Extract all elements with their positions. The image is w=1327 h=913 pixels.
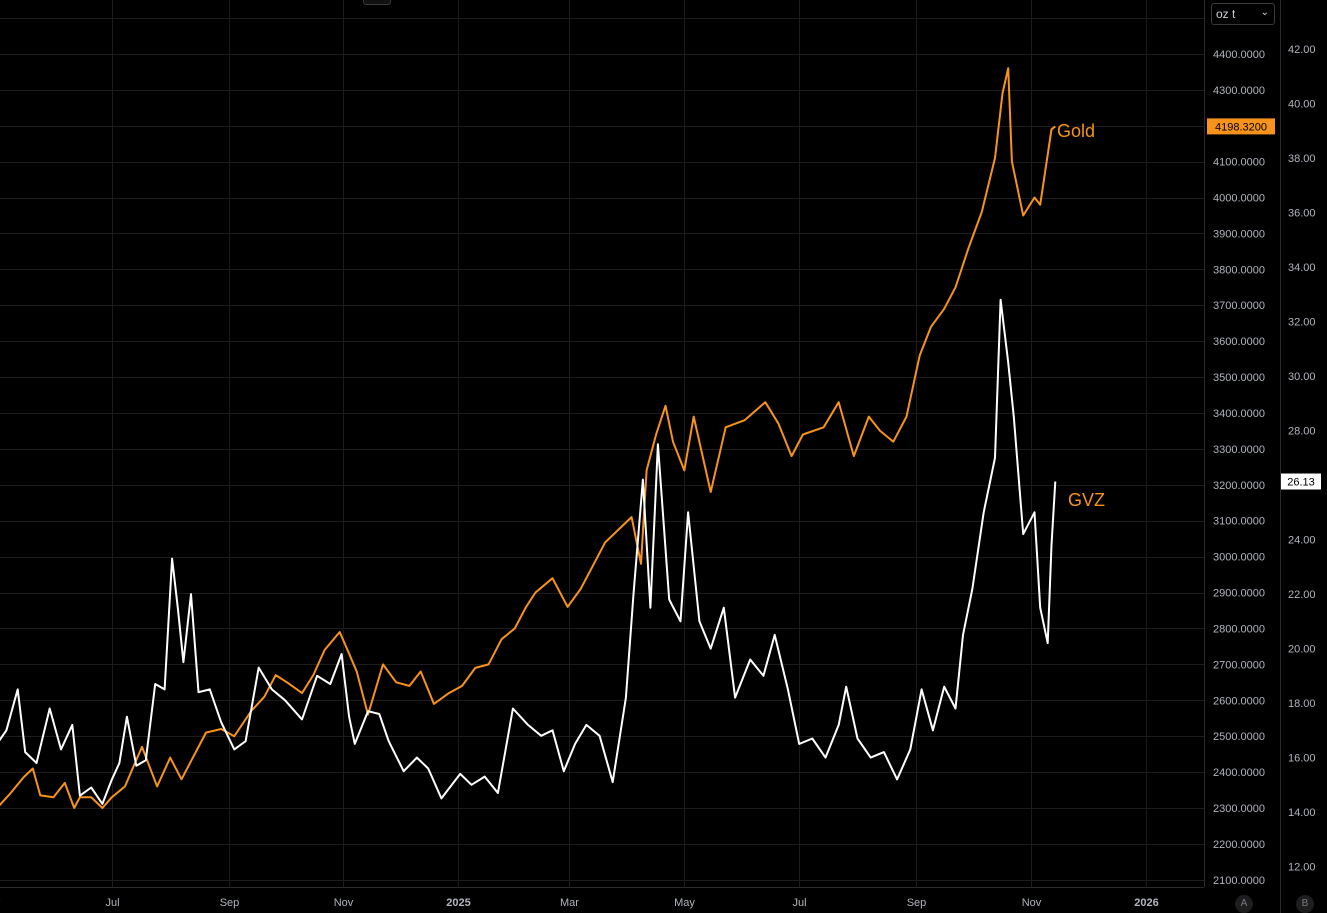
right-axis-tick-label: 24.00: [1288, 535, 1316, 547]
left-axis-tick-label: 3900.0000: [1213, 228, 1265, 240]
left-axis-tick-label: 3300.0000: [1213, 444, 1265, 456]
left-axis-tick-label: 4400.0000: [1213, 49, 1265, 61]
left-axis-tick-label: 2700.0000: [1213, 659, 1265, 671]
time-tick-label: Nov: [1022, 897, 1042, 909]
left-price-axis[interactable]: 2100.0000 2200.0000 2300.0000 2400.0000 2500…: [1213, 13, 1265, 887]
series-line-gvz: [0, 298, 1057, 805]
unit-dropdown-value: oz t: [1216, 7, 1236, 21]
right-axis-tick-label: 42.00: [1288, 44, 1316, 56]
right-axis-tick-label: 30.00: [1288, 371, 1316, 383]
right-axis-tick-label: 40.00: [1288, 99, 1316, 111]
last-value-badge-gvz: [1281, 473, 1321, 490]
log-scale-button[interactable]: B: [1296, 895, 1314, 913]
left-axis-tick-label: 2800.0000: [1213, 623, 1265, 635]
right-axis-tick-label: 20.00: [1288, 644, 1316, 656]
left-axis-tick-label: 2900.0000: [1213, 588, 1265, 600]
time-tick-label: May: [674, 897, 695, 909]
last-value-text-gvz: 26.13: [1287, 477, 1315, 489]
left-axis-tick-label: 3100.0000: [1213, 516, 1265, 528]
left-axis-tick-label: 3800.0000: [1213, 264, 1265, 276]
left-axis-tick-label: 4100.0000: [1213, 157, 1265, 169]
left-axis-tick-label: 3700.0000: [1213, 300, 1265, 312]
left-axis-tick-label: 4000.0000: [1213, 193, 1265, 205]
last-value-labels: 4198.3200 26.13: [1207, 118, 1321, 490]
left-axis-tick-label: 2600.0000: [1213, 695, 1265, 707]
time-tick-label: Mar: [560, 897, 579, 909]
left-axis-tick-label: 4300.0000: [1213, 85, 1265, 97]
time-tick-label: Jul: [105, 897, 119, 909]
left-axis-tick-label: 3400.0000: [1213, 408, 1265, 420]
right-axis-tick-label: 34.00: [1288, 262, 1316, 274]
left-axis-tick-label: 2200.0000: [1213, 839, 1265, 851]
left-axis-tick-label: 2300.0000: [1213, 803, 1265, 815]
series-line-gold: [0, 67, 1056, 809]
time-axis[interactable]: yJulSepNov2025MarMayJulSepNov2026: [0, 897, 1159, 909]
time-tick-label: Sep: [220, 897, 240, 909]
right-axis-tick-label: 36.00: [1288, 208, 1316, 220]
time-tick-label: Sep: [907, 897, 927, 909]
horizontal-gridlines: [0, 18, 1204, 881]
right-axis-tick-label: 32.00: [1288, 317, 1316, 329]
last-value-text-gold: 4198.3200: [1215, 121, 1267, 133]
time-tick-label: Jul: [792, 897, 806, 909]
right-axis-tick-label: 16.00: [1288, 753, 1316, 765]
left-axis-tick-label: 3500.0000: [1213, 372, 1265, 384]
left-axis-tick-label: 2500.0000: [1213, 731, 1265, 743]
right-axis-tick-label: 38.00: [1288, 153, 1316, 165]
time-tick-label: Nov: [334, 897, 354, 909]
right-axis-tick-label: 14.00: [1288, 807, 1316, 819]
left-axis-tick-label: 3000.0000: [1213, 552, 1265, 564]
left-axis-tick-label: 2100.0000: [1213, 875, 1265, 887]
series-label-gvz: GVZ: [1068, 490, 1105, 510]
right-axis-tick-label: 22.00: [1288, 589, 1316, 601]
unit-dropdown[interactable]: oz t ⌄: [1211, 3, 1275, 25]
right-axis-tick-label: 18.00: [1288, 698, 1316, 710]
time-tick-label: 2026: [1134, 897, 1158, 909]
time-tick-label: 2025: [446, 897, 470, 909]
series-layer: [0, 67, 1057, 809]
right-axis-tick-label: 12.00: [1288, 862, 1316, 874]
chevron-down-icon: ⌄: [1260, 7, 1269, 18]
vertical-gridlines: [112, 0, 1147, 887]
left-axis-tick-label: 2400.0000: [1213, 767, 1265, 779]
pane-drag-handle[interactable]: [363, 0, 391, 5]
left-axis-tick-label: 3200.0000: [1213, 480, 1265, 492]
right-axis-tick-label: 28.00: [1288, 426, 1316, 438]
left-axis-tick-label: 3600.0000: [1213, 336, 1265, 348]
auto-scale-button[interactable]: A: [1235, 895, 1253, 913]
series-label-gold: Gold: [1057, 121, 1095, 141]
last-value-badge-gold: [1207, 118, 1275, 135]
